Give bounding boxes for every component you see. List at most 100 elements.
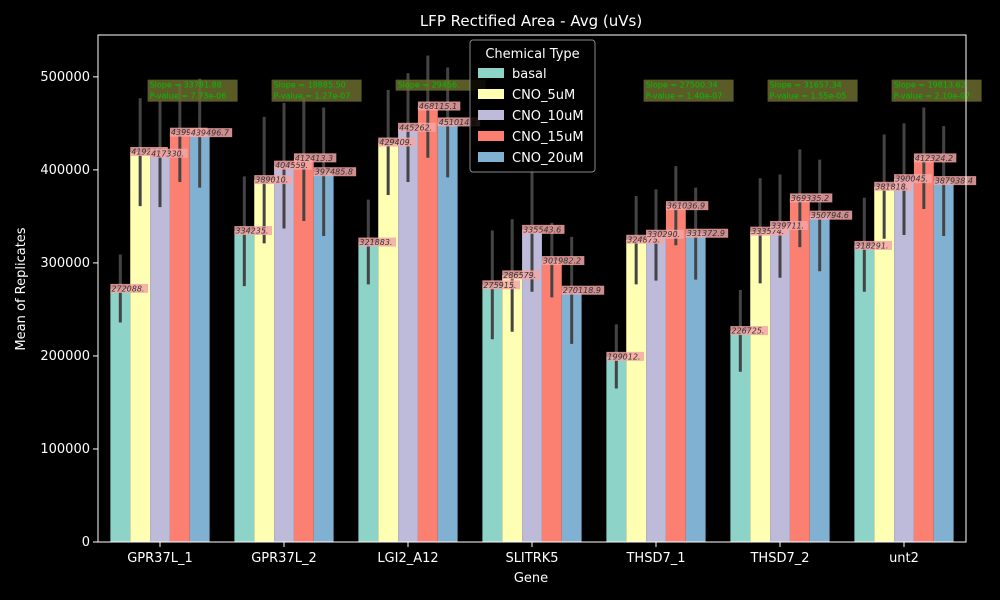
bar-label-background xyxy=(894,174,932,184)
bar-label-background xyxy=(874,181,912,191)
bar-CNO_5uM-GPR37L_1 xyxy=(130,152,151,542)
bar-CNO_10uM-SLITRK5 xyxy=(522,229,542,542)
bar-CNO_10uM-GPR37L_2 xyxy=(274,165,294,542)
legend-swatch-basal xyxy=(478,68,504,78)
bar-value-label: 468115.1 xyxy=(419,102,457,111)
bar-label-background xyxy=(789,193,833,203)
bar-basal-GPR37L_2 xyxy=(234,231,255,542)
bar-basal-GPR37L_1 xyxy=(110,288,131,542)
legend: Chemical Type basal CNO_5uM CNO_10uM CNO_15u… xyxy=(469,39,596,173)
bar-label-background xyxy=(313,167,357,177)
bar-value-label: 451014.6 xyxy=(439,118,477,127)
bar-value-label: 381818. xyxy=(875,182,908,191)
bar-value-label: 412324.2 xyxy=(915,154,953,163)
bar-value-label: 369335.2 xyxy=(791,194,829,203)
bar-value-label: 226725. xyxy=(731,327,764,336)
bar-value-label: 318291. xyxy=(855,241,888,250)
stat-pvalue-label: P-value = 1.40e-07 xyxy=(646,92,723,101)
x-tick-label: LGI2_A12 xyxy=(377,551,438,566)
bar-value-label: 350794.6 xyxy=(811,211,849,220)
bar-label-background xyxy=(561,285,605,295)
legend-item-CNO_15uM: CNO_15uM xyxy=(512,130,584,145)
bar-value-label: 335543.6 xyxy=(523,225,561,234)
bar-CNO_5uM-THSD7_1 xyxy=(626,239,647,542)
bar-label-background xyxy=(234,226,272,236)
bar-CNO_15uM-THSD7_2 xyxy=(789,198,810,542)
bar-value-label: 390045. xyxy=(895,175,928,184)
stat-pvalue-label: P-value = 7.73e-06 xyxy=(150,92,227,101)
x-tick-label: SLITRK5 xyxy=(505,551,558,566)
stat-slope-label: Slope = 18885.50 xyxy=(274,81,346,90)
bar-label-background xyxy=(770,220,808,230)
x-tick-label: THSD7_2 xyxy=(749,551,809,566)
stat-slope-label: Slope = 19813.62 xyxy=(894,81,966,90)
bar-label-background xyxy=(522,224,565,234)
bar-value-label: 439496.7 xyxy=(191,129,230,138)
bar-label-background xyxy=(665,201,709,211)
bar-basal-LGI2_A12 xyxy=(358,242,379,542)
bar-CNO_15uM-THSD7_1 xyxy=(665,206,686,542)
y-tick-label: 300000 xyxy=(40,256,90,271)
bar-value-label: 387938.4 xyxy=(935,177,973,186)
bar-label-background xyxy=(398,122,436,132)
bar-label-background xyxy=(274,160,312,170)
bar-label-background xyxy=(730,326,768,336)
bar-value-label: 286579. xyxy=(503,271,536,280)
bar-label-background xyxy=(685,228,729,238)
bar-CNO_20uM-SLITRK5 xyxy=(561,290,582,542)
stat-box xyxy=(395,79,486,91)
bar-value-label: 339711. xyxy=(771,221,804,230)
bar-value-label: 272088. xyxy=(111,284,144,293)
x-tick-label: GPR37L_2 xyxy=(251,551,317,566)
x-tick-label: THSD7_1 xyxy=(625,551,685,566)
x-tick-label: unt2 xyxy=(889,551,919,566)
y-tick-label: 100000 xyxy=(40,442,90,457)
legend-item-basal: basal xyxy=(512,67,547,82)
bar-value-label: 419206. xyxy=(131,148,164,157)
bar-label-background xyxy=(254,175,292,185)
bar-CNO_15uM-LGI2_A12 xyxy=(417,106,438,543)
stat-slope-label: Slope = 31657.34 xyxy=(770,81,842,90)
bar-label-background xyxy=(809,210,853,220)
bar-value-label: 429409. xyxy=(379,138,412,147)
bar-CNO_5uM-THSD7_2 xyxy=(750,231,771,542)
bar-CNO_15uM-GPR37L_1 xyxy=(169,132,190,542)
bar-CNO_15uM-SLITRK5 xyxy=(541,261,562,542)
bar-CNO_15uM-unt2 xyxy=(913,158,934,543)
bar-value-label: 361036.9 xyxy=(667,202,705,211)
bar-CNO_20uM-LGI2_A12 xyxy=(437,122,458,543)
plot-area: 272088. 419206.417330. 439980.439496.7 3342… xyxy=(110,55,982,543)
bar-label-background xyxy=(378,137,416,147)
stat-pvalue-label: P-value = 1.27e-07 xyxy=(274,92,351,101)
legend-title: Chemical Type xyxy=(485,47,579,62)
bar-value-label: 334235. xyxy=(235,227,268,236)
bar-label-background xyxy=(626,234,664,244)
bar-value-label: 331372.9 xyxy=(687,229,725,238)
bar-label-background xyxy=(110,283,148,293)
bar-value-label: 397485.8 xyxy=(315,168,353,177)
bar-CNO_20uM-unt2 xyxy=(933,181,954,542)
bar-value-label: 389010. xyxy=(255,176,288,185)
bar-CNO_5uM-GPR37L_2 xyxy=(254,180,275,542)
legend-item-CNO_10uM: CNO_10uM xyxy=(512,109,584,124)
bar-value-label: 417330. xyxy=(151,149,184,158)
bar-label-background xyxy=(646,229,684,239)
bar-CNO_20uM-GPR37L_1 xyxy=(189,133,210,543)
bar-value-label: 270118.9 xyxy=(563,286,601,295)
y-tick-label: 0 xyxy=(82,535,90,550)
stat-box xyxy=(147,79,238,102)
y-tick-label: 400000 xyxy=(40,163,90,178)
bar-CNO_20uM-THSD7_2 xyxy=(809,215,830,542)
legend-item-CNO_5uM: CNO_5uM xyxy=(512,88,575,103)
bar-label-background xyxy=(358,237,396,247)
bar-CNO_15uM-GPR37L_2 xyxy=(293,158,314,542)
stat-box xyxy=(891,79,982,102)
bar-label-background xyxy=(502,270,540,280)
bar-basal-unt2 xyxy=(854,245,875,542)
bar-basal-THSD7_2 xyxy=(730,331,751,542)
bar-label-background xyxy=(482,280,520,290)
bar-basal-THSD7_1 xyxy=(606,356,627,542)
x-axis-label: Gene xyxy=(514,571,548,586)
bar-label-background xyxy=(169,127,208,137)
bar-label-background xyxy=(541,256,585,266)
